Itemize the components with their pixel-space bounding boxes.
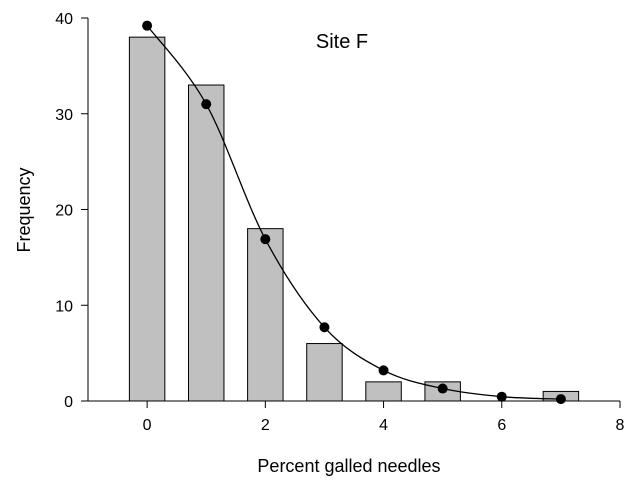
y-tick-label: 10 (55, 298, 73, 315)
x-tick-label: 2 (261, 417, 270, 434)
axes (87, 18, 620, 402)
y-tick-label: 20 (55, 203, 73, 220)
line-point (378, 365, 389, 376)
y-axis-label: Frequency (14, 167, 34, 252)
line-point (555, 394, 566, 405)
bar (187, 84, 225, 402)
fit-line-series (142, 20, 566, 405)
y-tick-label: 40 (55, 11, 73, 28)
line-point (201, 99, 212, 110)
x-tick-label: 8 (616, 417, 625, 434)
x-axis-label: Percent galled needles (257, 456, 440, 476)
bar (247, 228, 284, 402)
x-tick-label: 4 (379, 417, 388, 434)
line-point (260, 234, 271, 245)
line-point (496, 391, 507, 402)
bars (128, 36, 580, 402)
x-tick-label: 0 (143, 417, 152, 434)
chart-title: Site F (316, 31, 368, 53)
line-point (437, 383, 448, 394)
ticks: 0 2 4 6 8 0 10 20 30 40 (55, 11, 624, 434)
bar (306, 343, 343, 402)
y-tick-label: 0 (64, 394, 73, 411)
line-point (319, 322, 330, 333)
line-point (142, 20, 153, 31)
y-tick-label: 30 (55, 107, 73, 124)
bar (128, 36, 166, 402)
x-tick-label: 6 (497, 417, 506, 434)
bar (365, 381, 402, 402)
